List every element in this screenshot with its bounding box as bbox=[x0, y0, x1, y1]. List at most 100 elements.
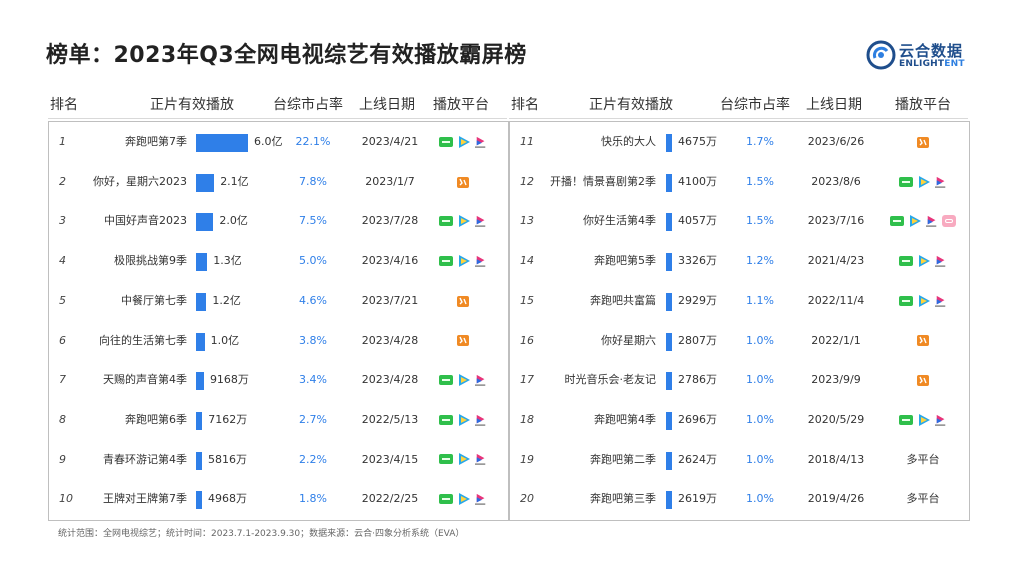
release-date: 2023/7/28 bbox=[361, 214, 419, 228]
iqiyi-icon bbox=[439, 494, 453, 505]
platform-icons: 多平台 bbox=[880, 440, 966, 480]
market-share: 7.8% bbox=[299, 174, 327, 188]
youku-icon bbox=[475, 414, 486, 426]
rank-number: 2 bbox=[59, 174, 66, 188]
market-share: 2.2% bbox=[299, 452, 327, 466]
footnote: 统计范围：全网电视综艺；统计时间：2023.7.1-2023.9.30；数据来源… bbox=[58, 529, 465, 539]
rank-number: 16 bbox=[520, 333, 534, 347]
platform-icons bbox=[880, 360, 966, 400]
tencent-video-icon bbox=[919, 413, 930, 426]
platform-icons bbox=[426, 479, 500, 519]
plays-bar bbox=[196, 372, 204, 391]
plays-bar bbox=[666, 491, 672, 510]
iqiyi-icon bbox=[439, 136, 453, 147]
rank-number: 18 bbox=[520, 412, 534, 426]
table-row: 4 极限挑战第9季 1.3亿 5.0% 2023/4/16 bbox=[49, 241, 508, 281]
market-share: 1.0% bbox=[746, 492, 774, 506]
release-date: 2023/4/28 bbox=[361, 333, 419, 347]
mango-tv-icon bbox=[917, 375, 929, 387]
plays-bar bbox=[666, 134, 672, 152]
plays-bar bbox=[196, 451, 202, 470]
release-date: 2018/4/13 bbox=[807, 452, 865, 466]
iqiyi-icon bbox=[439, 375, 453, 386]
table-row: 8 奔跑吧第6季 7162万 2.7% 2022/5/13 bbox=[49, 400, 508, 440]
market-share: 1.1% bbox=[746, 293, 774, 307]
page-title: 榜单：2023年Q3全网电视综艺有效播放霸屏榜 bbox=[46, 43, 527, 68]
youku-icon bbox=[935, 414, 946, 426]
plays-value: 2.1亿 bbox=[220, 174, 249, 188]
platform-icons bbox=[426, 281, 500, 321]
table-row: 12 开播！情景喜剧第2季 4100万 1.5% 2023/8/6 bbox=[510, 162, 969, 202]
mango-tv-icon bbox=[457, 295, 469, 307]
show-name: 奔跑吧第7季 bbox=[125, 135, 187, 148]
plays-bar bbox=[196, 253, 208, 272]
plays-value: 6.0亿 bbox=[254, 135, 283, 148]
rank-number: 6 bbox=[59, 333, 66, 347]
release-date: 2022/2/25 bbox=[361, 492, 419, 506]
header-platform: 播放平台 bbox=[433, 97, 489, 113]
iqiyi-icon bbox=[439, 454, 453, 465]
plays-value: 2619万 bbox=[678, 492, 717, 506]
enlightent-logo-icon bbox=[866, 40, 896, 70]
release-date: 2023/6/26 bbox=[807, 135, 865, 148]
rank-number: 4 bbox=[59, 254, 66, 268]
ranking-table-left: 1 奔跑吧第7季 6.0亿 22.1% 2023/4/21 2 你好，星期六2023 2.1亿… bbox=[48, 121, 509, 521]
header-date: 上线日期 bbox=[806, 97, 862, 113]
header-divider bbox=[509, 118, 968, 119]
rank-number: 14 bbox=[520, 254, 534, 268]
show-name: 王牌对王牌第7季 bbox=[103, 492, 187, 506]
table-row: 18 奔跑吧第4季 2696万 1.0% 2020/5/29 bbox=[510, 400, 969, 440]
table-row: 1 奔跑吧第7季 6.0亿 22.1% 2023/4/21 bbox=[49, 122, 508, 162]
plays-bar bbox=[666, 173, 672, 192]
iqiyi-icon bbox=[439, 255, 453, 266]
plays-bar bbox=[666, 411, 672, 430]
market-share: 3.8% bbox=[299, 333, 327, 347]
header-rank: 排名 bbox=[50, 97, 78, 113]
brand-name-en: ENLIGHTENT bbox=[899, 59, 965, 69]
table-row: 7 天赐的声音第4季 9168万 3.4% 2023/4/28 bbox=[49, 360, 508, 400]
release-date: 2023/4/16 bbox=[361, 254, 419, 268]
platform-icons bbox=[880, 241, 966, 281]
platform-icons bbox=[880, 281, 966, 321]
plays-bar bbox=[666, 213, 672, 232]
table-row: 6 向往的生活第七季 1.0亿 3.8% 2023/4/28 bbox=[49, 321, 508, 361]
table-row: 16 你好星期六 2807万 1.0% 2022/1/1 bbox=[510, 321, 969, 361]
market-share: 4.6% bbox=[299, 293, 327, 307]
mango-tv-icon bbox=[457, 176, 469, 188]
youku-icon bbox=[475, 136, 486, 148]
market-share: 1.5% bbox=[746, 174, 774, 188]
platform-icons bbox=[426, 241, 500, 281]
rank-number: 10 bbox=[59, 492, 73, 506]
plays-bar bbox=[196, 213, 214, 232]
rank-number: 17 bbox=[520, 373, 534, 387]
table-row: 5 中餐厅第七季 1.2亿 4.6% 2023/7/21 bbox=[49, 281, 508, 321]
plays-bar bbox=[666, 372, 672, 391]
release-date: 2021/4/23 bbox=[807, 254, 865, 268]
header-share: 台综市占率 bbox=[273, 97, 343, 113]
show-name: 你好生活第4季 bbox=[583, 214, 656, 228]
show-name: 天赐的声音第4季 bbox=[103, 373, 187, 387]
show-name: 快乐的大人 bbox=[601, 135, 656, 148]
plays-value: 2786万 bbox=[678, 373, 717, 387]
release-date: 2023/4/21 bbox=[361, 135, 419, 148]
plays-bar bbox=[196, 134, 248, 152]
release-date: 2023/4/28 bbox=[361, 373, 419, 387]
show-name: 中国好声音2023 bbox=[104, 214, 187, 228]
market-share: 1.0% bbox=[746, 412, 774, 426]
rank-number: 12 bbox=[520, 174, 534, 188]
plays-bar bbox=[666, 451, 672, 470]
show-name: 你好，星期六2023 bbox=[93, 174, 187, 188]
youku-icon bbox=[475, 493, 486, 506]
market-share: 7.5% bbox=[299, 214, 327, 228]
brand-logo: 云合数据 ENLIGHTENT bbox=[866, 40, 1006, 74]
market-share: 1.5% bbox=[746, 214, 774, 228]
release-date: 2023/8/6 bbox=[811, 174, 861, 188]
rank-number: 9 bbox=[59, 452, 66, 466]
platform-icons bbox=[426, 201, 500, 241]
header-plays: 正片有效播放 bbox=[150, 97, 234, 113]
mango-tv-icon bbox=[917, 335, 929, 347]
tencent-video-icon bbox=[459, 453, 470, 466]
rank-number: 5 bbox=[59, 293, 66, 307]
tencent-video-icon bbox=[459, 413, 470, 426]
platform-text: 多平台 bbox=[906, 452, 940, 466]
